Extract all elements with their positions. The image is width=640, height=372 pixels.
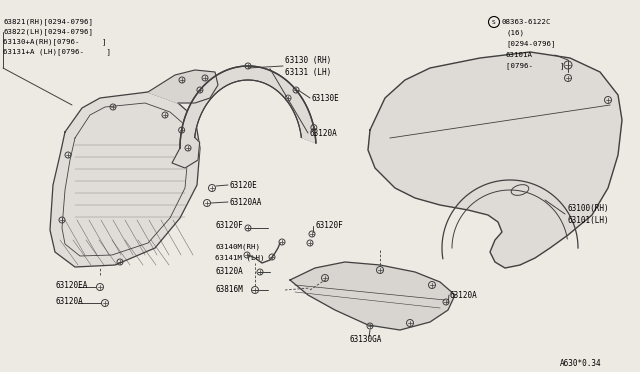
Text: 63120E: 63120E <box>230 180 258 189</box>
Text: 63120A: 63120A <box>215 267 243 276</box>
Text: 63130+A(RH)[0796-     ]: 63130+A(RH)[0796- ] <box>3 39 106 45</box>
Text: A630*0.34: A630*0.34 <box>560 359 602 368</box>
Text: 63120A: 63120A <box>450 291 477 299</box>
Text: 63130 (RH): 63130 (RH) <box>285 55 332 64</box>
Text: 63130GA: 63130GA <box>350 336 382 344</box>
Text: 63120F: 63120F <box>215 221 243 230</box>
Text: 63141M (LH): 63141M (LH) <box>215 255 264 261</box>
Text: 63131 (LH): 63131 (LH) <box>285 67 332 77</box>
Text: 63120A: 63120A <box>310 128 338 138</box>
Text: [0294-0796]: [0294-0796] <box>506 41 556 47</box>
Text: 63120A: 63120A <box>55 298 83 307</box>
Text: (16): (16) <box>506 30 524 36</box>
Text: 63100(RH): 63100(RH) <box>567 203 609 212</box>
Polygon shape <box>368 52 622 268</box>
Text: S: S <box>492 19 496 25</box>
Text: 63140M(RH): 63140M(RH) <box>215 244 260 250</box>
Text: 63821(RH)[0294-0796]: 63821(RH)[0294-0796] <box>3 19 93 25</box>
Polygon shape <box>180 66 316 148</box>
Text: 63816M: 63816M <box>215 285 243 295</box>
Text: 63131+A (LH)[0796-     ]: 63131+A (LH)[0796- ] <box>3 49 111 55</box>
Text: 63120EA: 63120EA <box>55 280 88 289</box>
Text: 08363-6122C: 08363-6122C <box>501 19 550 25</box>
Text: 63101A: 63101A <box>506 52 533 58</box>
Text: 63822(LH)[0294-0796]: 63822(LH)[0294-0796] <box>3 29 93 35</box>
Text: 63130E: 63130E <box>312 93 340 103</box>
Text: 63120F: 63120F <box>315 221 343 230</box>
Polygon shape <box>172 137 200 168</box>
Polygon shape <box>148 70 218 103</box>
Text: 63120AA: 63120AA <box>230 198 262 206</box>
Polygon shape <box>290 262 455 330</box>
Polygon shape <box>50 92 200 267</box>
Text: [0796-      ]: [0796- ] <box>506 62 564 69</box>
Text: 63101(LH): 63101(LH) <box>567 215 609 224</box>
